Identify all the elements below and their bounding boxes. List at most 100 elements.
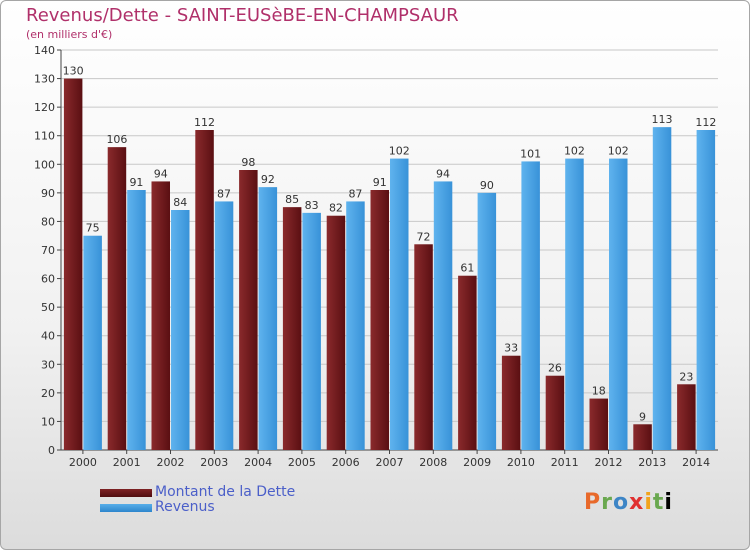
x-tick-label: 2003	[200, 456, 228, 469]
x-tick-label: 2014	[682, 456, 710, 469]
x-tick-label: 2008	[419, 456, 447, 469]
logo-letter: i	[644, 490, 653, 515]
x-tick-label: 2005	[288, 456, 316, 469]
x-tick-label: 2001	[113, 456, 141, 469]
logo-letter: r	[601, 490, 613, 515]
data-label-revenue: 83	[305, 199, 319, 212]
y-tick-label: 130	[34, 73, 55, 86]
bar-revenue	[696, 130, 716, 450]
y-tick-label: 100	[34, 158, 55, 171]
x-tick-label: 2009	[463, 456, 491, 469]
x-tick-label: 2010	[507, 456, 535, 469]
bar-revenue	[652, 127, 672, 451]
y-tick-label: 30	[41, 358, 55, 371]
data-label-debt: 82	[329, 202, 343, 215]
y-tick-label: 120	[34, 101, 55, 114]
logo-letter: i	[664, 490, 673, 515]
data-label-revenue: 91	[129, 176, 143, 189]
bar-debt	[326, 215, 346, 450]
data-label-debt: 85	[285, 193, 299, 206]
bar-debt	[677, 384, 696, 450]
data-label-debt: 33	[504, 342, 518, 355]
x-tick-label: 2011	[551, 456, 579, 469]
y-tick-label: 80	[41, 215, 55, 228]
x-tick-label: 2012	[595, 456, 623, 469]
data-label-revenue: 102	[564, 145, 585, 158]
data-label-debt: 18	[592, 385, 606, 398]
bar-debt	[501, 355, 521, 450]
chart-subtitle: (en milliers d'€)	[26, 28, 113, 41]
data-label-revenue: 112	[695, 116, 716, 129]
bar-revenue	[346, 201, 365, 450]
chart-title: Revenus/Dette - SAINT-EUSèBE-EN-CHAMPSAU…	[26, 5, 459, 26]
y-tick-label: 10	[41, 415, 55, 428]
data-label-revenue: 102	[389, 145, 410, 158]
data-label-debt: 61	[460, 262, 474, 275]
data-label-revenue: 94	[436, 167, 450, 180]
x-tick-label: 2002	[157, 456, 185, 469]
bar-revenue	[214, 201, 234, 450]
bar-revenue	[609, 158, 628, 451]
bar-debt	[239, 170, 258, 450]
y-tick-label: 50	[41, 301, 55, 314]
data-label-revenue: 75	[86, 222, 100, 235]
data-label-debt: 98	[241, 156, 255, 169]
bar-debt	[633, 424, 652, 450]
bar-revenue	[433, 181, 453, 450]
proxiti-logo: Proxiti	[584, 490, 673, 515]
bar-debt	[370, 190, 389, 450]
data-label-debt: 9	[639, 410, 646, 423]
data-label-debt: 91	[373, 176, 387, 189]
data-label-debt: 26	[548, 362, 562, 375]
bar-debt	[107, 147, 127, 450]
legend-label-debt: Montant de la Dette	[155, 484, 296, 500]
y-tick-label: 40	[41, 330, 55, 343]
x-tick-label: 2004	[244, 456, 272, 469]
bar-debt	[589, 398, 608, 450]
data-label-revenue: 92	[261, 173, 275, 186]
data-label-debt: 72	[417, 230, 431, 243]
bar-debt	[195, 130, 214, 450]
bar-revenue	[302, 212, 321, 450]
logo-letter: t	[652, 490, 665, 515]
bar-revenue	[477, 192, 497, 450]
data-label-debt: 106	[106, 133, 127, 146]
bar-revenue	[390, 158, 409, 451]
x-tick-label: 2006	[332, 456, 360, 469]
y-tick-label: 60	[41, 273, 55, 286]
data-label-revenue: 84	[173, 196, 187, 209]
data-label-revenue: 87	[217, 187, 231, 200]
data-label-revenue: 90	[480, 179, 494, 192]
bar-revenue	[565, 158, 584, 451]
bar-revenue	[127, 190, 146, 450]
data-label-revenue: 113	[652, 113, 673, 126]
x-tick-label: 2013	[638, 456, 666, 469]
bar-debt	[282, 207, 302, 450]
y-tick-label: 140	[34, 44, 55, 57]
bar-revenue	[171, 210, 190, 450]
y-tick-label: 110	[34, 130, 55, 143]
bar-revenue	[258, 187, 278, 450]
logo-letter: o	[612, 490, 630, 515]
bar-revenue	[521, 161, 540, 450]
legend-label-revenue: Revenus	[155, 499, 215, 515]
data-label-revenue: 87	[348, 187, 362, 200]
bar-debt	[458, 275, 477, 450]
legend-swatch-revenue	[100, 504, 152, 512]
y-tick-label: 90	[41, 187, 55, 200]
y-tick-label: 70	[41, 244, 55, 257]
y-tick-label: 0	[48, 444, 55, 457]
bar-debt	[63, 78, 83, 451]
data-label-debt: 130	[63, 65, 84, 78]
bar-revenue	[83, 235, 102, 450]
bar-debt	[151, 181, 170, 450]
bar-debt	[414, 244, 433, 450]
data-label-debt: 112	[194, 116, 215, 129]
bar-debt	[545, 375, 565, 450]
y-tick-label: 20	[41, 387, 55, 400]
x-tick-label: 2000	[69, 456, 97, 469]
data-label-revenue: 102	[608, 145, 629, 158]
data-label-debt: 94	[154, 167, 168, 180]
x-tick-label: 2007	[376, 456, 404, 469]
